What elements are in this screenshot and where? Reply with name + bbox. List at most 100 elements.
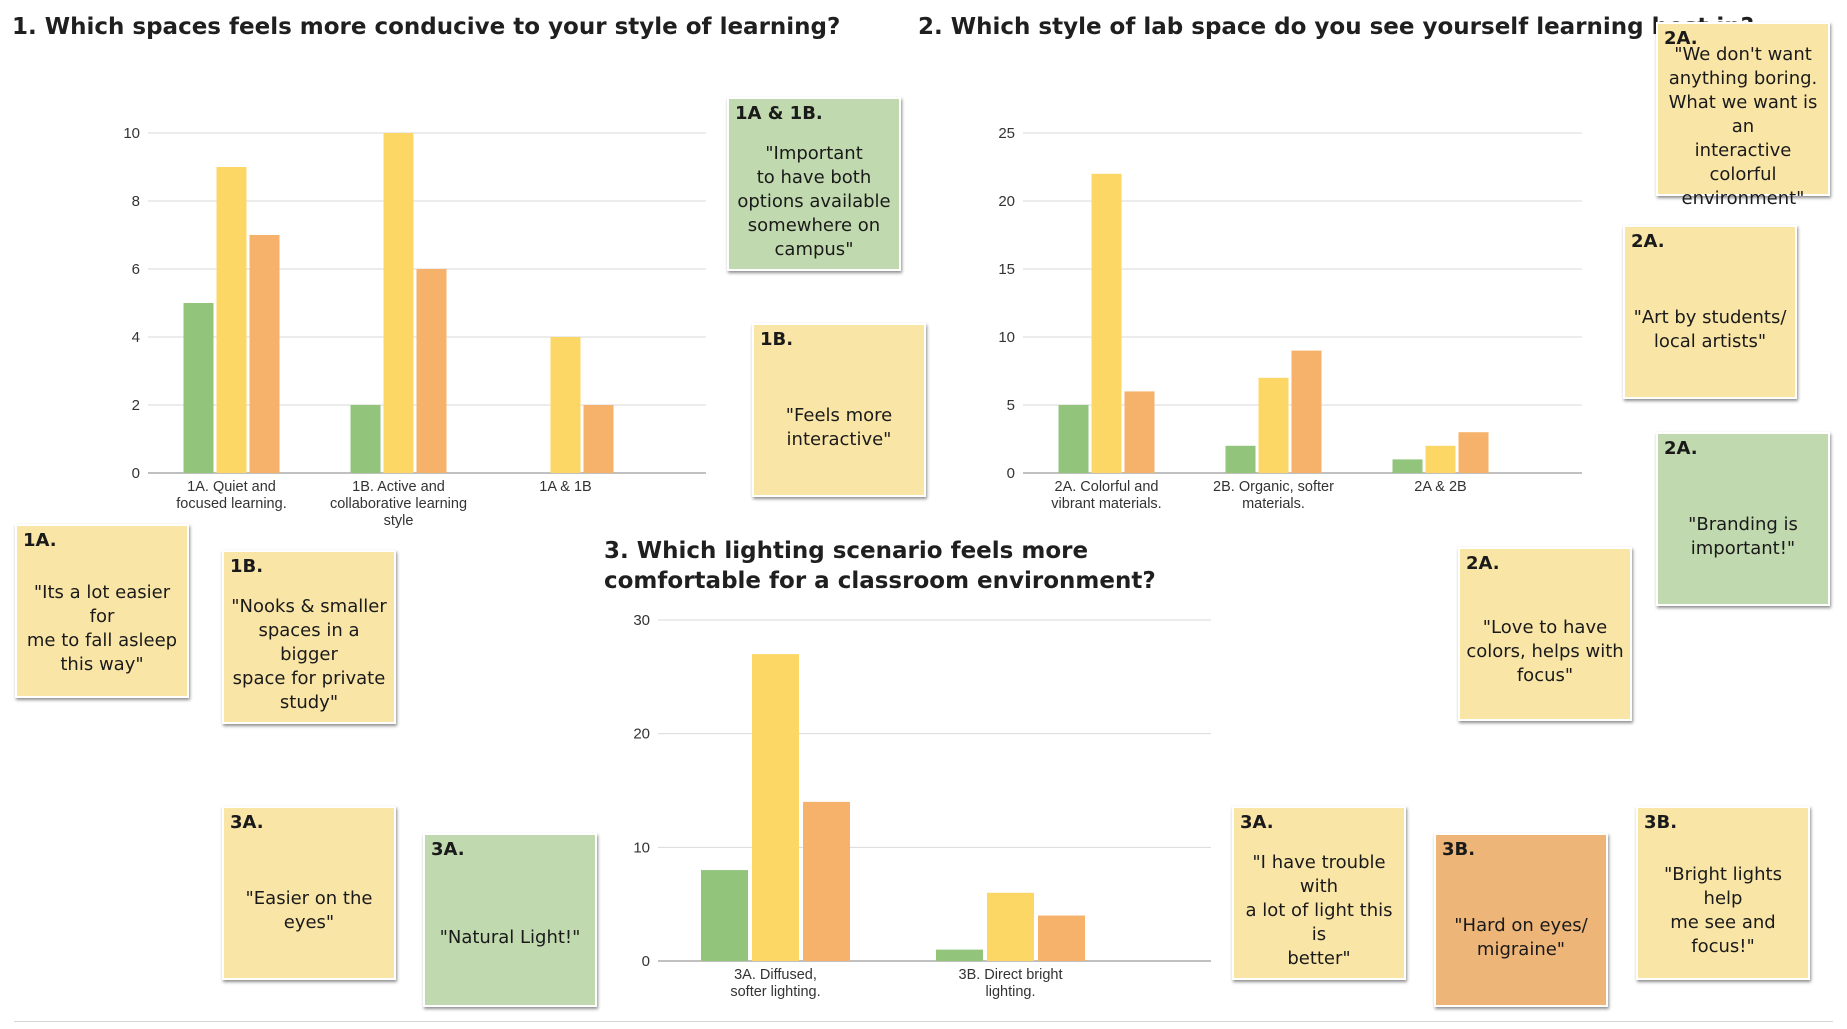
note-quote: "Nooks & smaller spaces in a bigger space … xyxy=(228,594,390,716)
sticky-note: 3B. "Hard on eyes/migraine" xyxy=(1434,833,1608,1007)
y-tick-label: 10 xyxy=(633,839,650,856)
x-tick-label: 3A. Diffused, xyxy=(734,967,817,983)
y-tick-label: 15 xyxy=(998,261,1015,278)
chart3-title: 3. Which lighting scenario feels more co… xyxy=(604,538,1156,594)
y-tick-label: 2 xyxy=(132,397,140,414)
note-quote-line: to have both xyxy=(756,167,872,188)
bar xyxy=(1258,377,1289,473)
note-quote: "Art by students/local artists" xyxy=(1629,269,1791,391)
x-tick-label: focused learning. xyxy=(176,496,286,512)
x-tick-label: style xyxy=(384,513,414,529)
y-tick-label: 10 xyxy=(998,329,1015,346)
note-quote-line: colors, helps with xyxy=(1466,641,1624,662)
y-tick-label: 0 xyxy=(642,953,650,970)
sticky-note: 3A. "Natural Light!" xyxy=(423,833,597,1007)
x-tick-label: vibrant materials. xyxy=(1051,496,1161,512)
chart2-title: 2. Which style of lab space do you see y… xyxy=(918,14,1755,40)
sticky-note: 2A. "Branding is important!" xyxy=(1656,432,1830,606)
bar xyxy=(1425,445,1456,473)
x-tick-label: 1B. Active and xyxy=(352,479,445,495)
y-tick-label: 30 xyxy=(633,612,650,629)
note-quote: "Branding is important!" xyxy=(1662,476,1824,598)
y-tick-label: 0 xyxy=(132,465,140,482)
bar xyxy=(216,167,247,473)
y-tick-label: 0 xyxy=(1007,465,1015,482)
note-quote-line: "We don't want xyxy=(1674,44,1812,65)
note-quote-line: a lot of light this is xyxy=(1245,900,1393,945)
y-tick-label: 20 xyxy=(998,193,1015,210)
note-quote-line: "Easier on the xyxy=(245,888,373,909)
note-tag: 1B. xyxy=(230,556,264,577)
y-tick-label: 5 xyxy=(1007,397,1015,414)
note-quote-line: "Art by students/ xyxy=(1633,307,1787,328)
bar xyxy=(1124,391,1155,473)
x-tick-label: 2A & 2B xyxy=(1414,479,1466,495)
bar xyxy=(1291,350,1322,473)
note-quote: "Its a lot easier for me to fall asleep th… xyxy=(21,568,183,690)
bar xyxy=(1058,405,1089,473)
sticky-note: 1A. "Its a lot easier for me to fall aslee… xyxy=(15,524,189,698)
y-tick-label: 8 xyxy=(132,193,140,210)
note-quote-line: somewhere on xyxy=(747,215,881,236)
note-quote: "Bright lights help me see and focus!" xyxy=(1642,850,1804,972)
y-tick-label: 10 xyxy=(123,125,140,142)
sticky-note: 1B. "Nooks & smaller spaces in a bigger spa… xyxy=(222,550,396,724)
y-tick-label: 25 xyxy=(998,125,1015,142)
note-quote-line: focus" xyxy=(1516,665,1574,686)
note-quote-line: "Feels more xyxy=(785,405,893,426)
bar xyxy=(350,405,381,473)
note-quote: "I have trouble with a lot of light this … xyxy=(1238,850,1400,972)
bar xyxy=(752,654,799,961)
y-tick-label: 4 xyxy=(132,329,140,346)
note-quote: "Feels more interactive" xyxy=(758,367,920,489)
sticky-note: 1A & 1B. "Important to have both options av… xyxy=(727,97,901,271)
bar xyxy=(936,949,983,961)
x-tick-label: materials. xyxy=(1242,496,1305,512)
note-quote-line: "Hard on eyes/ xyxy=(1454,915,1588,936)
note-quote-line: "Bright lights help xyxy=(1664,864,1782,909)
bar xyxy=(987,892,1034,961)
note-tag: 3B. xyxy=(1442,839,1476,860)
y-tick-label: 6 xyxy=(132,261,140,278)
bar xyxy=(383,133,414,473)
note-quote-line: local artists" xyxy=(1653,331,1767,352)
note-quote-line: "Important xyxy=(765,143,863,164)
note-quote-line: important!" xyxy=(1690,538,1796,559)
bar xyxy=(1091,173,1122,474)
note-quote-line: me to fall asleep xyxy=(26,630,178,651)
note-quote-line: "Its a lot easier for xyxy=(33,582,171,627)
note-tag: 2A. xyxy=(1664,438,1698,459)
bottom-divider xyxy=(14,1021,1833,1022)
note-quote-line: options available xyxy=(737,191,891,212)
note-tag: 1A. xyxy=(23,530,57,551)
sticky-note: 3B. "Bright lights help me see and focus!" xyxy=(1636,806,1810,980)
note-quote: "Love to have colors, helps with focus" xyxy=(1464,591,1626,713)
sticky-note: 3A. "Easier on the eyes" xyxy=(222,806,396,980)
bar xyxy=(1038,915,1085,961)
x-tick-label: 3B. Direct bright xyxy=(959,967,1063,983)
chart1-title: 1. Which spaces feels more conducive to … xyxy=(12,14,841,40)
note-quote-line: "Love to have xyxy=(1482,617,1608,638)
note-tag: 1B. xyxy=(760,329,794,350)
sticky-note: 2A. "Art by students/local artists" xyxy=(1623,225,1797,399)
note-quote-line: "Natural Light!" xyxy=(439,927,581,948)
bar xyxy=(550,337,581,473)
note-quote: "Important to have both options available s… xyxy=(733,141,895,263)
x-tick-label: 1A. Quiet and xyxy=(187,479,276,495)
note-quote-line: anything boring. xyxy=(1668,68,1818,89)
x-tick-label: softer lighting. xyxy=(730,984,820,1000)
note-tag: 3B. xyxy=(1644,812,1678,833)
note-quote-line: study" xyxy=(279,692,339,713)
note-quote: "Hard on eyes/migraine" xyxy=(1440,877,1602,999)
sticky-note: 2A. "Love to have colors, helps with focus" xyxy=(1458,547,1632,721)
bar xyxy=(1225,445,1256,473)
note-quote-line: me see and focus!" xyxy=(1670,912,1776,957)
bar xyxy=(583,405,614,473)
note-quote-line: migraine" xyxy=(1476,939,1566,960)
bar xyxy=(803,801,850,961)
note-tag: 1A & 1B. xyxy=(735,103,823,124)
bar xyxy=(183,303,214,473)
